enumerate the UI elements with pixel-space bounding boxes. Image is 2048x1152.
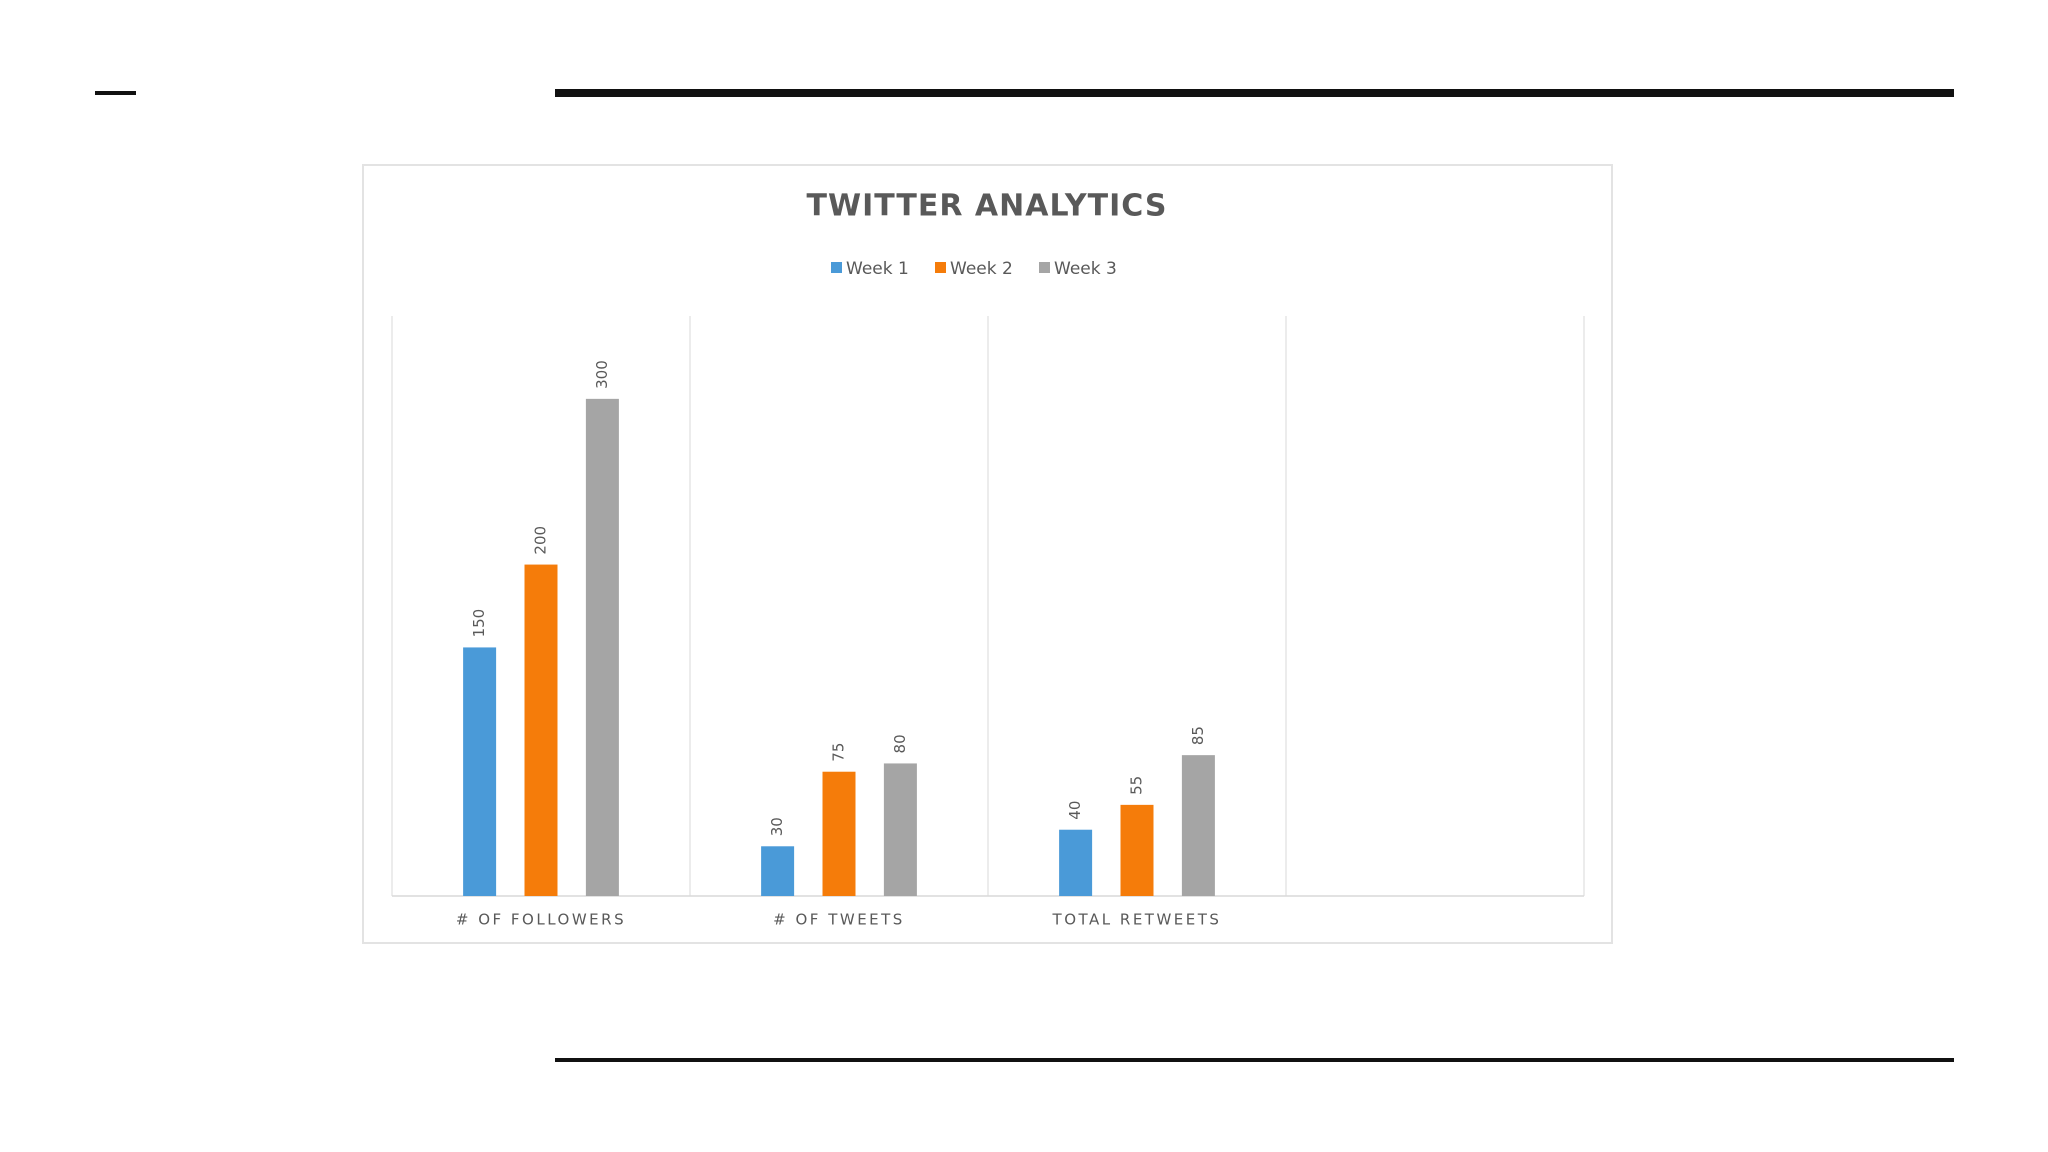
bar — [524, 564, 558, 896]
data-label: 75 — [830, 743, 848, 762]
legend-label: Week 3 — [1054, 259, 1117, 279]
bar — [1059, 829, 1093, 896]
top-rule — [555, 89, 1954, 97]
bar — [463, 647, 497, 896]
bar — [1181, 755, 1215, 896]
data-label: 150 — [470, 609, 488, 638]
x-tick-label: TOTAL RETWEETS — [1052, 911, 1222, 929]
legend-swatch — [831, 262, 842, 273]
data-label: 30 — [768, 817, 786, 836]
x-tick-label: # OF FOLLOWERS — [456, 911, 626, 929]
data-label: 85 — [1189, 726, 1207, 745]
data-label: 200 — [532, 526, 550, 555]
bar — [883, 763, 917, 896]
x-tick-label: # OF TWEETS — [773, 911, 905, 929]
data-label: 55 — [1128, 776, 1146, 795]
bar — [1120, 804, 1154, 896]
bar — [585, 398, 619, 896]
bar — [761, 846, 795, 896]
chart-title: TWITTER ANALYTICS — [807, 189, 1168, 224]
legend-label: Week 2 — [950, 259, 1013, 279]
accent-dash — [95, 91, 136, 95]
data-label: 300 — [593, 360, 611, 389]
legend-swatch — [935, 262, 946, 273]
data-label: 40 — [1066, 801, 1084, 820]
legend-label: Week 1 — [846, 259, 909, 279]
legend-swatch — [1039, 262, 1050, 273]
bottom-rule — [555, 1058, 1954, 1062]
data-label: 80 — [891, 734, 909, 753]
bar — [822, 771, 856, 896]
